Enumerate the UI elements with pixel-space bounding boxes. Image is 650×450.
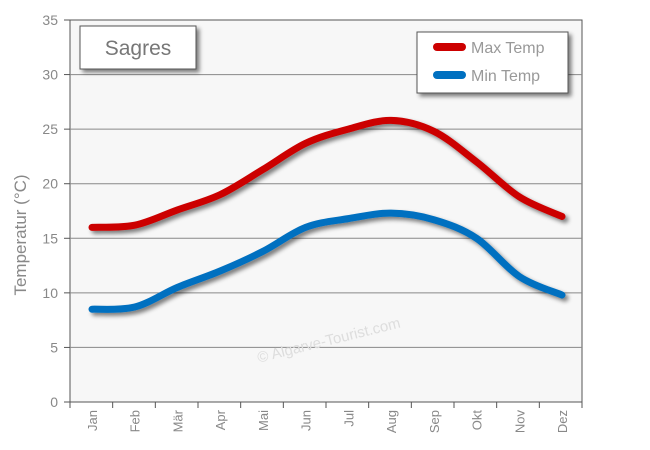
y-tick-label: 20 <box>42 176 58 192</box>
y-tick-label: 5 <box>50 339 58 355</box>
x-tick-label: Apr <box>213 409 228 430</box>
x-tick-label: Aug <box>384 410 399 433</box>
series-line-min <box>88 209 566 313</box>
series-line-max <box>88 116 566 231</box>
legend: Max Temp Min Temp <box>416 31 569 94</box>
x-tick-label: Dez <box>555 410 570 433</box>
series-lines <box>88 116 566 313</box>
y-tick-label: 15 <box>42 230 58 246</box>
legend-label-min: Min Temp <box>471 68 540 85</box>
x-tick-label: Jan <box>85 410 100 431</box>
x-tick-label: Mai <box>256 410 271 431</box>
x-tick-label: Sep <box>427 410 442 433</box>
x-tick-label: Okt <box>470 410 485 431</box>
y-tick-label: 30 <box>42 67 58 83</box>
x-tick-label: Jul <box>341 410 356 427</box>
legend-label-max: Max Temp <box>471 40 545 57</box>
chart-title: Sagres <box>105 37 172 60</box>
chart-title-box: Sagres <box>79 25 197 70</box>
y-axis-label: Temperatur (°C) <box>11 174 30 295</box>
x-tick-label: Mär <box>170 409 185 432</box>
y-tick-label: 25 <box>42 121 58 137</box>
x-tick-label: Jun <box>299 410 314 431</box>
y-tick-label: 0 <box>50 394 58 410</box>
x-tick-label: Feb <box>128 410 143 432</box>
y-tick-label: 35 <box>42 12 58 28</box>
x-tick-label: Nov <box>512 410 527 434</box>
y-axis: 0 5 10 15 20 25 30 35 <box>42 12 70 410</box>
x-axis: Jan Feb Mär Apr Mai Jun Jul Aug Sep Okt Nov Dez <box>69 402 583 434</box>
y-tick-label: 10 <box>42 285 58 301</box>
